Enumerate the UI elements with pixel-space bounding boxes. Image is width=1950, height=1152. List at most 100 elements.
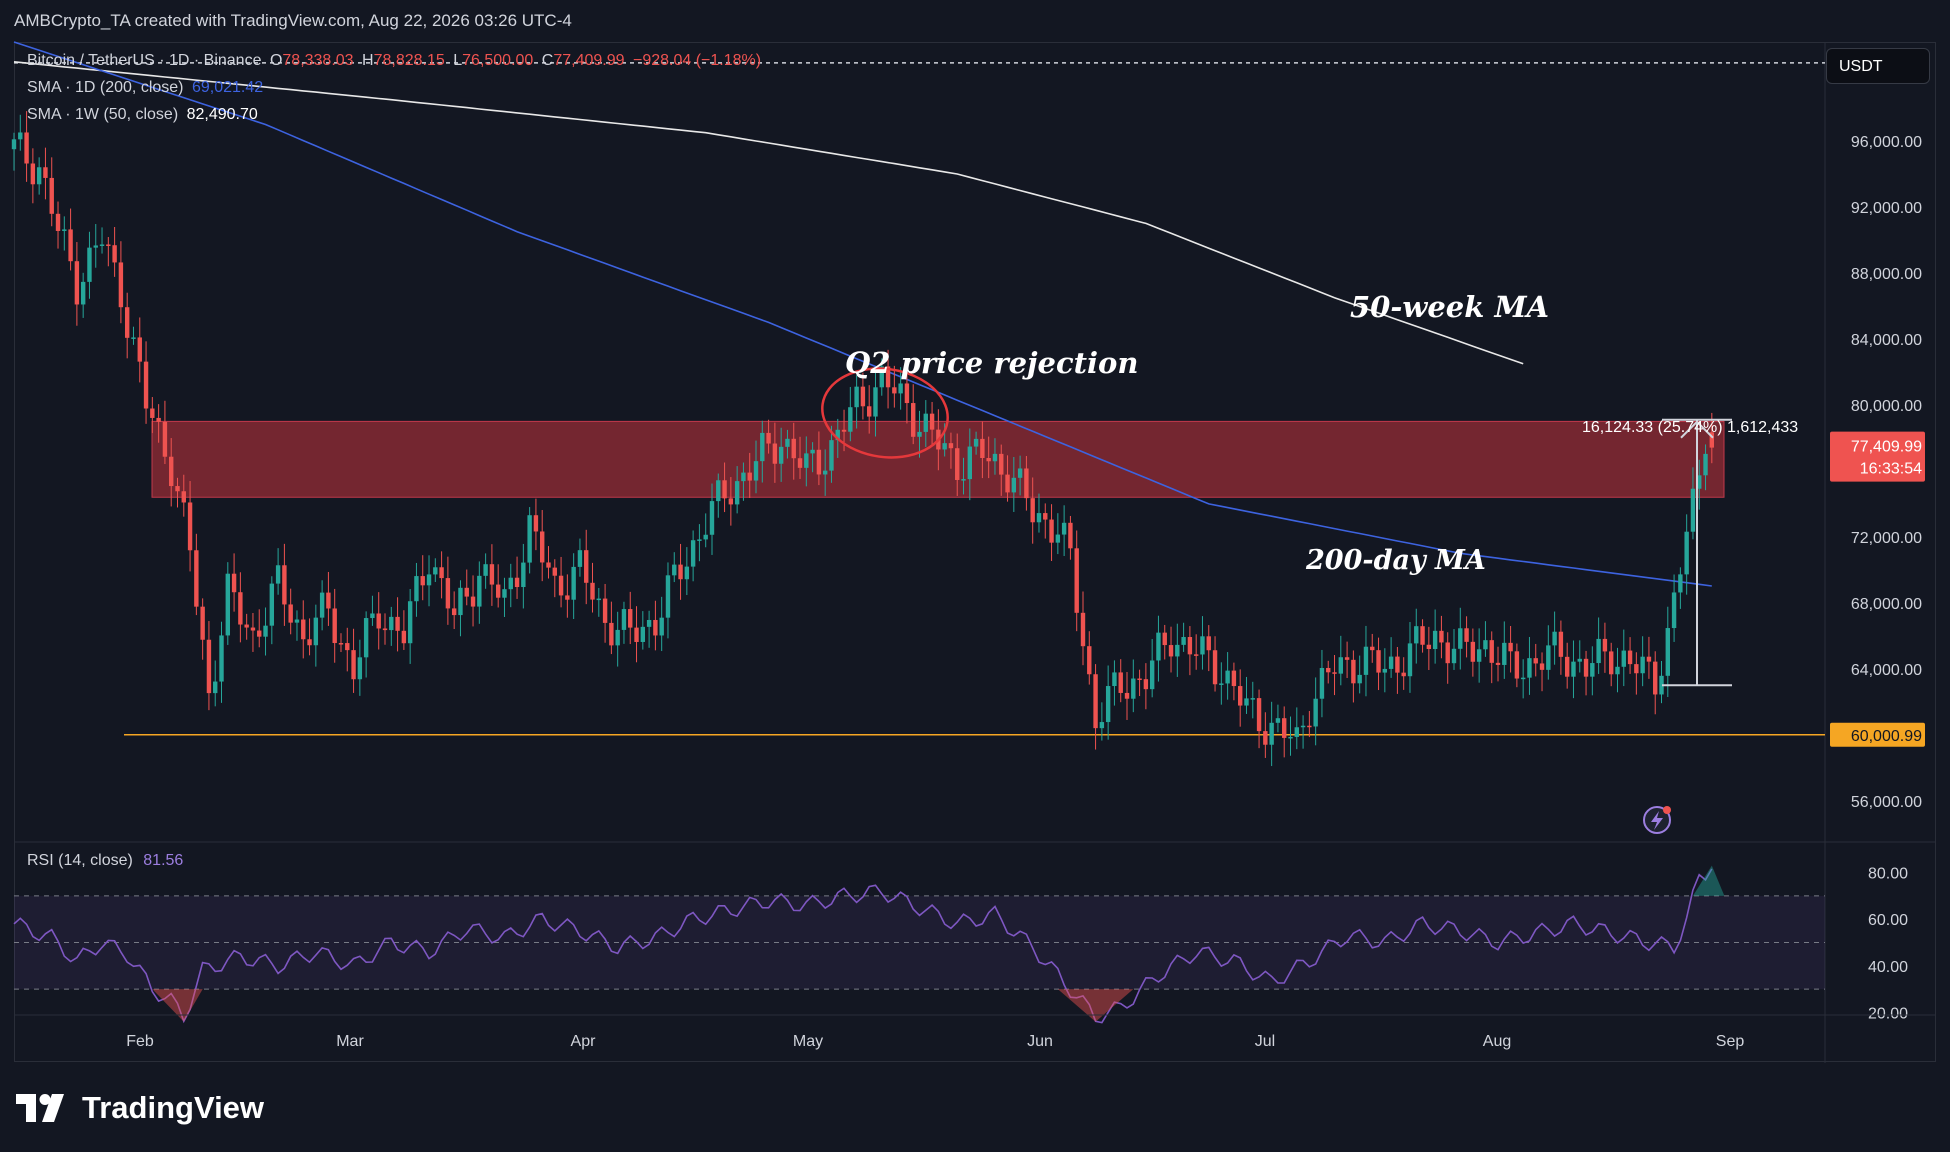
candle-body: [1049, 519, 1054, 543]
candle-body: [1074, 548, 1079, 613]
candle-body: [1609, 651, 1614, 675]
candle-body: [1640, 656, 1645, 674]
legend-sma50w-value: 82,490.70: [186, 106, 258, 123]
candle-body: [370, 613, 375, 619]
candle-body: [1244, 698, 1249, 706]
y-tick-label: 56,000.00: [1851, 794, 1922, 811]
candle-body: [1061, 522, 1067, 535]
candle-body: [973, 438, 979, 447]
candle-body: [206, 639, 212, 694]
candle-body: [451, 608, 457, 616]
candle-body: [1043, 513, 1048, 520]
candle-body: [1382, 668, 1388, 673]
tradingview-logo[interactable]: TradingView: [16, 1088, 264, 1128]
candle-body: [1087, 646, 1092, 675]
currency-button[interactable]: USDT: [1826, 48, 1930, 84]
candle-body: [1168, 645, 1174, 657]
candle-body: [829, 440, 834, 471]
axis-layer: 56,000.00 64,000.00 68,000.00 72,000.00 80,0…: [14, 50, 1936, 1050]
candle-body: [565, 595, 570, 600]
candle-body: [36, 167, 42, 185]
candle-body: [162, 421, 168, 457]
candle-body: [187, 502, 193, 551]
candle-body: [596, 598, 602, 601]
candle-body: [238, 592, 243, 625]
candle-body: [175, 486, 180, 492]
candle-body: [1533, 658, 1538, 664]
candle-body: [1678, 574, 1683, 593]
candle-body: [351, 650, 356, 680]
price-chart-svg[interactable]: 56,000.00 64,000.00 68,000.00 72,000.00 80,0…: [0, 0, 1950, 1080]
chart-panel[interactable]: [14, 42, 1936, 1062]
candle-body: [835, 429, 840, 441]
candle-body: [1646, 656, 1652, 662]
candle-body: [407, 601, 413, 644]
candle-body: [621, 609, 627, 630]
y-tick-label: 68,000.00: [1851, 596, 1922, 613]
candle-body: [684, 566, 690, 580]
candle-body: [420, 576, 425, 586]
candle-body: [1011, 477, 1017, 493]
y-tick-label: 72,000.00: [1851, 530, 1922, 547]
candle-body: [1407, 643, 1413, 677]
rsi-layer: [13, 865, 1825, 1024]
rsi-oversold-fill: [152, 989, 203, 1022]
candle-body: [999, 453, 1004, 475]
candle-body: [816, 449, 822, 475]
candle-body: [1275, 718, 1281, 723]
candle-body: [615, 629, 620, 646]
candle-body: [1206, 636, 1211, 651]
candle-body: [1162, 632, 1167, 646]
candle-body: [892, 387, 897, 394]
candle-body: [873, 387, 878, 417]
legend-rsi-label: RSI (14, close): [27, 852, 133, 869]
legend-sma200[interactable]: SMA · 1D (200, close) 69,021.42: [27, 79, 267, 97]
candle-body: [1225, 670, 1230, 684]
candle-body: [1483, 640, 1488, 650]
candle-body: [1200, 636, 1205, 655]
candle-body: [112, 245, 117, 263]
x-tick-label: Mar: [336, 1033, 364, 1050]
candle-body: [741, 472, 746, 482]
sma-50-week-line: [13, 61, 1524, 365]
candle-body: [980, 438, 985, 459]
legend-open-label: O: [269, 52, 283, 69]
candle-body: [426, 574, 432, 586]
candle-body: [250, 627, 256, 631]
y-tick-label: 92,000.00: [1851, 200, 1922, 217]
candle-body: [62, 229, 67, 231]
candle-body: [363, 618, 369, 658]
annotation-200-day-ma: 200-day MA: [1306, 545, 1486, 576]
legend-rsi[interactable]: RSI (14, close) 81.56: [27, 852, 183, 870]
candle-body: [1376, 650, 1381, 673]
candle-body: [527, 515, 532, 563]
candle-body: [552, 567, 557, 576]
candle-body: [106, 244, 111, 246]
candle-body: [257, 630, 262, 637]
alert-lightning-icon-bolt: [1651, 811, 1663, 830]
candle-body: [753, 461, 759, 481]
support-price-label: 60,000.99: [1830, 722, 1925, 747]
candle-body: [1326, 667, 1331, 673]
candle-body: [150, 408, 155, 418]
legend-close-value: 77,409.99: [553, 52, 625, 69]
candle-body: [734, 481, 740, 505]
candle-body: [1571, 661, 1576, 677]
candle-body: [143, 361, 149, 409]
legend-sma50w[interactable]: SMA · 1W (50, close) 82,490.70: [27, 106, 262, 124]
candle-body: [1653, 661, 1658, 695]
candle-body: [1439, 630, 1444, 643]
annotation-q2-price-rejection: Q2 price rejection: [845, 346, 1139, 380]
candle-body: [1502, 642, 1507, 665]
candle-body: [1508, 642, 1513, 652]
candle-body: [1237, 686, 1243, 706]
support-price-label-text: 60,000.99: [1851, 728, 1922, 745]
candle-body: [1319, 667, 1325, 699]
candle-body: [99, 244, 105, 246]
candle-body: [124, 307, 130, 338]
candle-body: [866, 406, 872, 417]
candle-body: [1634, 664, 1639, 674]
candle-body: [1156, 632, 1161, 661]
legend-close-label: C: [541, 52, 554, 69]
x-tick-label: Jun: [1027, 1033, 1053, 1050]
